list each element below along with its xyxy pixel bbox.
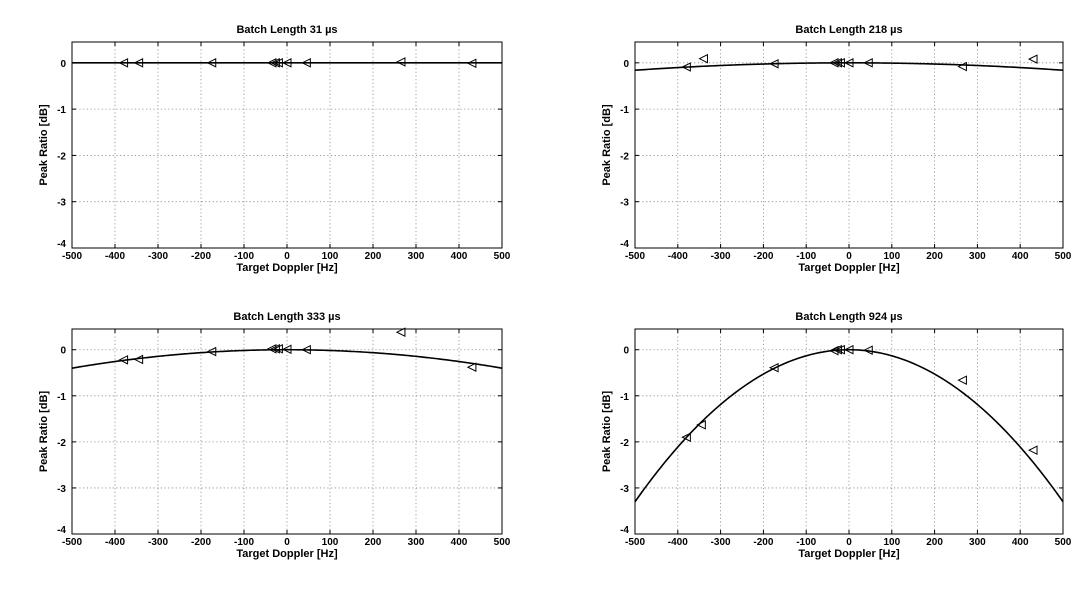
x-tick-label: -400 bbox=[668, 251, 688, 262]
x-tick-label: -100 bbox=[234, 537, 254, 548]
x-tick-label: 300 bbox=[408, 537, 425, 548]
y-tick-label: -1 bbox=[620, 392, 629, 403]
x-tick-label: 300 bbox=[969, 537, 986, 548]
x-tick-label: 300 bbox=[969, 251, 986, 262]
y-tick-label: -3 bbox=[57, 198, 66, 209]
x-tick-label: -100 bbox=[234, 251, 254, 262]
x-tick-label: 500 bbox=[1055, 251, 1072, 262]
y-tick-label: 0 bbox=[623, 346, 629, 357]
y-tick-label: 0 bbox=[60, 346, 66, 357]
x-tick-label: 0 bbox=[284, 537, 290, 548]
x-tick-label: -300 bbox=[148, 537, 168, 548]
x-tick-label: -100 bbox=[796, 537, 816, 548]
y-tick-label: -1 bbox=[57, 105, 66, 116]
x-tick-label: 100 bbox=[883, 537, 900, 548]
x-tick-label: -200 bbox=[191, 251, 211, 262]
y-tick-label: -4 bbox=[620, 525, 629, 536]
x-tick-label: 0 bbox=[846, 537, 852, 548]
fit-curve bbox=[635, 63, 1063, 70]
subplot-4: -500 -400 -300 -200 -100 0 100 200 300 400 500 0 -1 -… bbox=[601, 311, 1072, 560]
x-tick-label: -400 bbox=[105, 251, 125, 262]
subplot-2: -500 -400 -300 -200 -100 0 100 200 300 400 500 0 -1 -… bbox=[601, 24, 1072, 274]
y-tick-label: -3 bbox=[57, 484, 66, 495]
y-tick-label: -4 bbox=[57, 239, 66, 250]
x-tick-label: 0 bbox=[284, 251, 290, 262]
y-tick-label: -1 bbox=[57, 392, 66, 403]
x-tick-label: -300 bbox=[711, 537, 731, 548]
x-tick-label: 200 bbox=[926, 537, 943, 548]
y-tick-label: -2 bbox=[57, 151, 66, 162]
y-axis-label: Peak Ratio [dB] bbox=[38, 104, 50, 186]
data-marker bbox=[958, 63, 966, 71]
x-tick-label: 200 bbox=[365, 537, 382, 548]
x-tick-label: 100 bbox=[322, 251, 339, 262]
x-axis-label: Target Doppler [Hz] bbox=[236, 548, 338, 560]
x-tick-label: 400 bbox=[1012, 537, 1029, 548]
y-tick-label: 0 bbox=[623, 59, 629, 70]
x-tick-label: 200 bbox=[365, 251, 382, 262]
chart-title: Batch Length 31 µs bbox=[236, 24, 337, 36]
x-tick-label: 500 bbox=[494, 251, 511, 262]
y-tick-label: -4 bbox=[620, 239, 629, 250]
x-tick-label: -500 bbox=[62, 537, 82, 548]
data-marker bbox=[1029, 446, 1037, 454]
x-axis-label: Target Doppler [Hz] bbox=[236, 262, 338, 274]
x-tick-label: 400 bbox=[451, 537, 468, 548]
y-axis-label: Peak Ratio [dB] bbox=[601, 391, 613, 473]
x-tick-label: 200 bbox=[926, 251, 943, 262]
subplot-1: -500 -400 -300 -200 -100 0 100 200 300 400 500 0 -1 -… bbox=[38, 24, 511, 274]
x-tick-label: 100 bbox=[322, 537, 339, 548]
x-tick-label: 400 bbox=[451, 251, 468, 262]
x-tick-label: 500 bbox=[494, 537, 511, 548]
x-tick-label: 400 bbox=[1012, 251, 1029, 262]
y-axis-label: Peak Ratio [dB] bbox=[38, 391, 50, 473]
y-tick-label: -4 bbox=[57, 525, 66, 536]
x-tick-label: -300 bbox=[148, 251, 168, 262]
subplot-3: -500 -400 -300 -200 -100 0 100 200 300 400 500 0 -1 -… bbox=[38, 311, 511, 560]
x-tick-label: 100 bbox=[883, 251, 900, 262]
x-tick-label: 0 bbox=[846, 251, 852, 262]
y-tick-label: -2 bbox=[620, 151, 629, 162]
x-tick-label: -500 bbox=[62, 251, 82, 262]
y-tick-label: -2 bbox=[620, 438, 629, 449]
x-tick-label: -200 bbox=[753, 537, 773, 548]
y-tick-label: -3 bbox=[620, 484, 629, 495]
x-axis-label: Target Doppler [Hz] bbox=[798, 548, 900, 560]
x-tick-label: 300 bbox=[408, 251, 425, 262]
y-tick-label: 0 bbox=[60, 59, 66, 70]
chart-title: Batch Length 924 µs bbox=[795, 311, 902, 323]
y-tick-label: -3 bbox=[620, 198, 629, 209]
x-axis-label: Target Doppler [Hz] bbox=[798, 262, 900, 274]
chart-title: Batch Length 218 µs bbox=[795, 24, 902, 36]
x-tick-label: -300 bbox=[711, 251, 731, 262]
x-tick-label: -100 bbox=[796, 251, 816, 262]
x-tick-label: -200 bbox=[191, 537, 211, 548]
data-marker bbox=[397, 58, 405, 66]
x-tick-label: -400 bbox=[668, 537, 688, 548]
y-axis-label: Peak Ratio [dB] bbox=[601, 104, 613, 186]
x-tick-label: -200 bbox=[753, 251, 773, 262]
x-tick-label: -500 bbox=[625, 251, 645, 262]
chart-title: Batch Length 333 µs bbox=[233, 311, 340, 323]
y-tick-label: -1 bbox=[620, 105, 629, 116]
x-tick-label: -400 bbox=[105, 537, 125, 548]
x-tick-label: 500 bbox=[1055, 537, 1072, 548]
data-marker bbox=[699, 55, 707, 63]
data-marker bbox=[1029, 55, 1037, 63]
y-tick-label: -2 bbox=[57, 438, 66, 449]
x-tick-label: -500 bbox=[625, 537, 645, 548]
data-marker bbox=[958, 376, 966, 384]
